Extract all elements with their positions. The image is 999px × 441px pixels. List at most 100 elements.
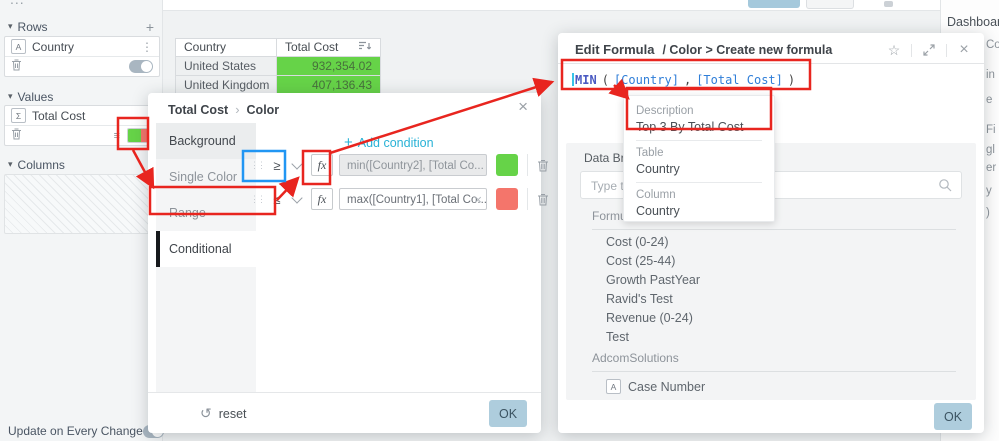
expand-icon[interactable] bbox=[921, 44, 937, 56]
list-item[interactable]: Ravid's Test bbox=[606, 292, 673, 306]
drag-handle-icon[interactable]: ⋮⋮ bbox=[250, 159, 266, 170]
list-item[interactable]: Cost (25-44) bbox=[606, 254, 676, 268]
collapse-caret-icon[interactable]: ▾ bbox=[8, 91, 13, 101]
field-visibility-toggle[interactable] bbox=[129, 60, 153, 73]
list-item[interactable]: Cost (0-24) bbox=[606, 235, 669, 249]
top-toolbar bbox=[162, 0, 941, 11]
reset-button[interactable]: ↺ reset bbox=[200, 405, 247, 421]
sidebar-text-fragment: gl bbox=[986, 144, 995, 156]
delete-field-icon[interactable] bbox=[11, 59, 22, 74]
close-icon[interactable]: × bbox=[518, 97, 528, 116]
divider bbox=[527, 154, 528, 176]
divider bbox=[636, 140, 762, 141]
condition-color-swatch[interactable] bbox=[496, 154, 518, 176]
menu-item-background[interactable]: Background bbox=[156, 123, 256, 159]
operator-gte[interactable]: ≥ bbox=[273, 157, 281, 173]
delete-condition-icon[interactable] bbox=[537, 193, 549, 206]
condition-color-swatch[interactable] bbox=[496, 188, 518, 210]
list-item[interactable]: Test bbox=[606, 330, 629, 344]
condition-row-1: ⋮⋮ ≥ fx min([Country2], [Total Co... bbox=[250, 151, 549, 179]
collapse-caret-icon[interactable]: ▾ bbox=[8, 21, 13, 31]
reset-icon: ↺ bbox=[200, 405, 212, 421]
columns-section-header[interactable]: ▾ Columns bbox=[8, 157, 65, 172]
plus-icon: + bbox=[344, 134, 353, 151]
collapse-caret-icon[interactable]: ▾ bbox=[8, 159, 13, 169]
menu-item-single-color[interactable]: Single Color bbox=[169, 170, 238, 184]
formula-editor[interactable]: MIN([Country], [Total Cost]) bbox=[572, 73, 800, 87]
country-field-chip[interactable]: A Country ⋮ bbox=[5, 37, 159, 56]
clear-formula-icon[interactable]: × bbox=[474, 192, 482, 207]
ok-button[interactable]: OK bbox=[934, 403, 972, 430]
breadcrumb: Total Cost › Color bbox=[168, 102, 279, 117]
toolbar-menu-icon[interactable] bbox=[884, 1, 893, 7]
divider bbox=[527, 188, 528, 210]
sort-icon[interactable] bbox=[358, 39, 372, 56]
text-cursor bbox=[572, 73, 574, 86]
delete-field-icon[interactable] bbox=[11, 128, 22, 143]
total-cost-field-chip[interactable]: Σ Total Cost bbox=[5, 106, 159, 125]
divider bbox=[911, 43, 912, 57]
columns-dropzone[interactable] bbox=[4, 174, 158, 234]
sidebar-text-fragment: Co bbox=[986, 39, 999, 51]
operator-lte[interactable]: ≤ bbox=[273, 191, 281, 207]
sidebar-text-fragment: ) bbox=[986, 207, 990, 219]
update-setting-row: Update on Every Change bbox=[8, 424, 164, 438]
fx-formula-button[interactable]: fx bbox=[311, 154, 333, 176]
table-row: United States 932,354.02 bbox=[175, 57, 381, 76]
pivot-header-country[interactable]: Country bbox=[175, 38, 277, 57]
values-field-card: Σ Total Cost ≡ bbox=[4, 105, 160, 146]
table-section-header: AdcomSolutions bbox=[592, 347, 956, 372]
chevron-down-icon[interactable] bbox=[291, 157, 303, 170]
country-cell[interactable]: United States bbox=[175, 57, 277, 76]
add-row-field-button[interactable]: + bbox=[145, 18, 154, 35]
condition-formula-input[interactable]: max([Country1], [Total Co... × bbox=[339, 188, 487, 210]
condition-formula-input[interactable]: min([Country2], [Total Co... bbox=[339, 154, 487, 176]
sidebar-text-fragment: e bbox=[986, 94, 993, 106]
dashboard-label: Dashboard bbox=[947, 15, 999, 29]
pivot-header-row: Country Total Cost bbox=[175, 38, 381, 57]
data-browser-list: Formulas Cost (0-24) Cost (25-44) Growth… bbox=[592, 205, 956, 396]
dialog-title: Edit Formula bbox=[575, 42, 655, 57]
condition-row-2: ⋮⋮ ≤ fx max([Country1], [Total Co... × bbox=[250, 185, 549, 213]
toolbar-secondary-button[interactable] bbox=[806, 0, 854, 9]
color-mode-menu: Background Single Color Range Conditiona… bbox=[156, 123, 256, 392]
toolbar-primary-button[interactable] bbox=[748, 0, 800, 8]
ok-button[interactable]: OK bbox=[489, 400, 527, 427]
favorite-star-icon[interactable]: ☆ bbox=[887, 41, 901, 58]
sidebar-text-fragment: er bbox=[986, 162, 997, 174]
overflow-ellipsis: ... bbox=[10, 0, 25, 7]
divider bbox=[558, 63, 984, 64]
list-item[interactable]: Revenue (0-24) bbox=[606, 311, 693, 325]
total-cost-field-actions: ≡ bbox=[5, 125, 159, 145]
kebab-menu-icon[interactable]: ⋮ bbox=[141, 39, 153, 54]
pivot-table: Country Total Cost United States 932,354… bbox=[175, 38, 381, 95]
number-format-icon[interactable]: ≡ bbox=[113, 129, 120, 142]
divider bbox=[636, 182, 762, 183]
dialog-header-icons: ☆ × bbox=[886, 41, 972, 59]
formula-info-tooltip: Description Top 3 By Total Cost Table Co… bbox=[623, 95, 775, 222]
breadcrumb-parent[interactable]: Total Cost bbox=[168, 102, 229, 117]
dialog-footer: ↺ reset OK bbox=[148, 392, 541, 433]
fx-formula-button[interactable]: fx bbox=[311, 188, 333, 210]
chevron-down-icon[interactable] bbox=[291, 191, 303, 204]
country-field-actions bbox=[5, 56, 159, 76]
close-icon[interactable]: × bbox=[959, 41, 969, 58]
breadcrumb-current: Color bbox=[246, 102, 280, 117]
dialog-breadcrumb: / Color > Create new formula bbox=[662, 43, 833, 57]
delete-condition-icon[interactable] bbox=[537, 159, 549, 172]
menu-item-conditional[interactable]: Conditional bbox=[156, 231, 256, 267]
drag-handle-icon[interactable]: ⋮⋮ bbox=[250, 193, 266, 204]
pivot-header-total-cost[interactable]: Total Cost bbox=[277, 38, 381, 57]
sidebar-text-fragment: y bbox=[986, 185, 992, 197]
rows-field-card: A Country ⋮ bbox=[4, 36, 160, 77]
values-section-header[interactable]: ▾ Values bbox=[8, 89, 54, 104]
widget-design-panel: ... ▾ Rows + A Country ⋮ ▾ Values bbox=[0, 0, 164, 441]
list-item-case-number[interactable]: A Case Number bbox=[592, 375, 956, 396]
search-icon bbox=[938, 178, 952, 195]
add-condition-link[interactable]: + Add condition bbox=[344, 134, 434, 151]
menu-item-range[interactable]: Range bbox=[169, 206, 206, 220]
cost-cell[interactable]: 932,354.02 bbox=[277, 57, 381, 76]
list-item[interactable]: Growth PastYear bbox=[606, 273, 701, 287]
rows-section-header[interactable]: ▾ Rows + bbox=[8, 18, 154, 35]
